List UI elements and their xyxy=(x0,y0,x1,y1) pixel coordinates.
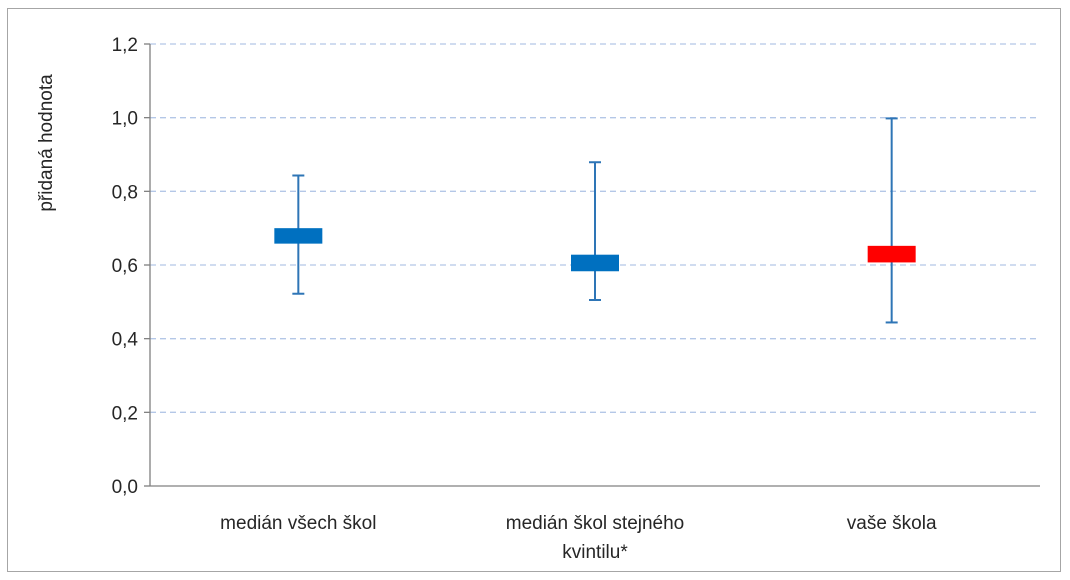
category-label: vaše škola xyxy=(847,513,937,534)
y-tick-label: 0,8 xyxy=(112,182,138,203)
range-box xyxy=(274,228,323,244)
category-label: kvintilu* xyxy=(562,542,628,563)
chart-frame xyxy=(7,8,1061,572)
y-tick-label: 0,0 xyxy=(112,477,138,498)
range-box xyxy=(571,254,619,272)
y-tick-label: 1,0 xyxy=(112,109,138,130)
y-tick-label: 1,2 xyxy=(112,35,138,56)
y-tick-label: 0,2 xyxy=(112,403,138,424)
category-label: medián všech škol xyxy=(220,513,376,534)
y-axis-title: přidaná hodnota xyxy=(36,74,57,212)
range-box xyxy=(867,245,916,263)
category-label: medián škol stejného xyxy=(506,513,685,534)
y-tick-label: 0,4 xyxy=(112,330,139,351)
y-tick-label: 0,6 xyxy=(112,256,138,277)
